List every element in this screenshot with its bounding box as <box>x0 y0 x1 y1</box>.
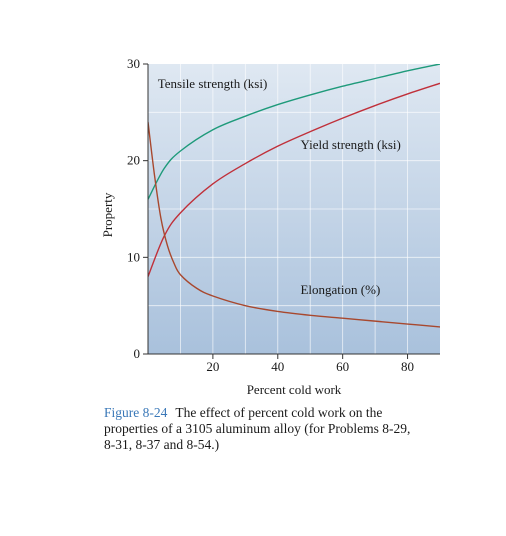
figure-caption: Figure 8-24 The effect of percent cold wo… <box>104 405 424 453</box>
figure-label: Figure 8-24 <box>104 405 168 420</box>
series-annotation-1: Tensile strength (ksi) <box>158 76 268 91</box>
series-line-1 <box>148 64 440 200</box>
x-tick-label: 40 <box>271 359 284 374</box>
y-axis-label: Property <box>100 192 115 237</box>
grid <box>148 64 440 354</box>
y-tick-label: 20 <box>127 153 140 168</box>
y-tick-label: 10 <box>127 249 140 264</box>
x-axis-label: Percent cold work <box>247 382 342 397</box>
x-tick-label: 60 <box>336 359 349 374</box>
series-line-3 <box>148 121 440 328</box>
series-annotation-2: Yield strength (ksi) <box>300 137 400 152</box>
x-tick-label: 80 <box>401 359 414 374</box>
chart: 0 10 20 30 20 40 60 80 Percent cold work Property… <box>100 56 440 397</box>
caption-text: The effect of percent cold work on the p… <box>104 405 411 452</box>
y-tick-label: 0 <box>134 346 141 361</box>
y-tick-label: 30 <box>127 56 140 71</box>
series-annotation-3: Elongation (%) <box>300 282 380 297</box>
x-tick-label: 20 <box>206 359 219 374</box>
series-line-2 <box>148 82 440 277</box>
